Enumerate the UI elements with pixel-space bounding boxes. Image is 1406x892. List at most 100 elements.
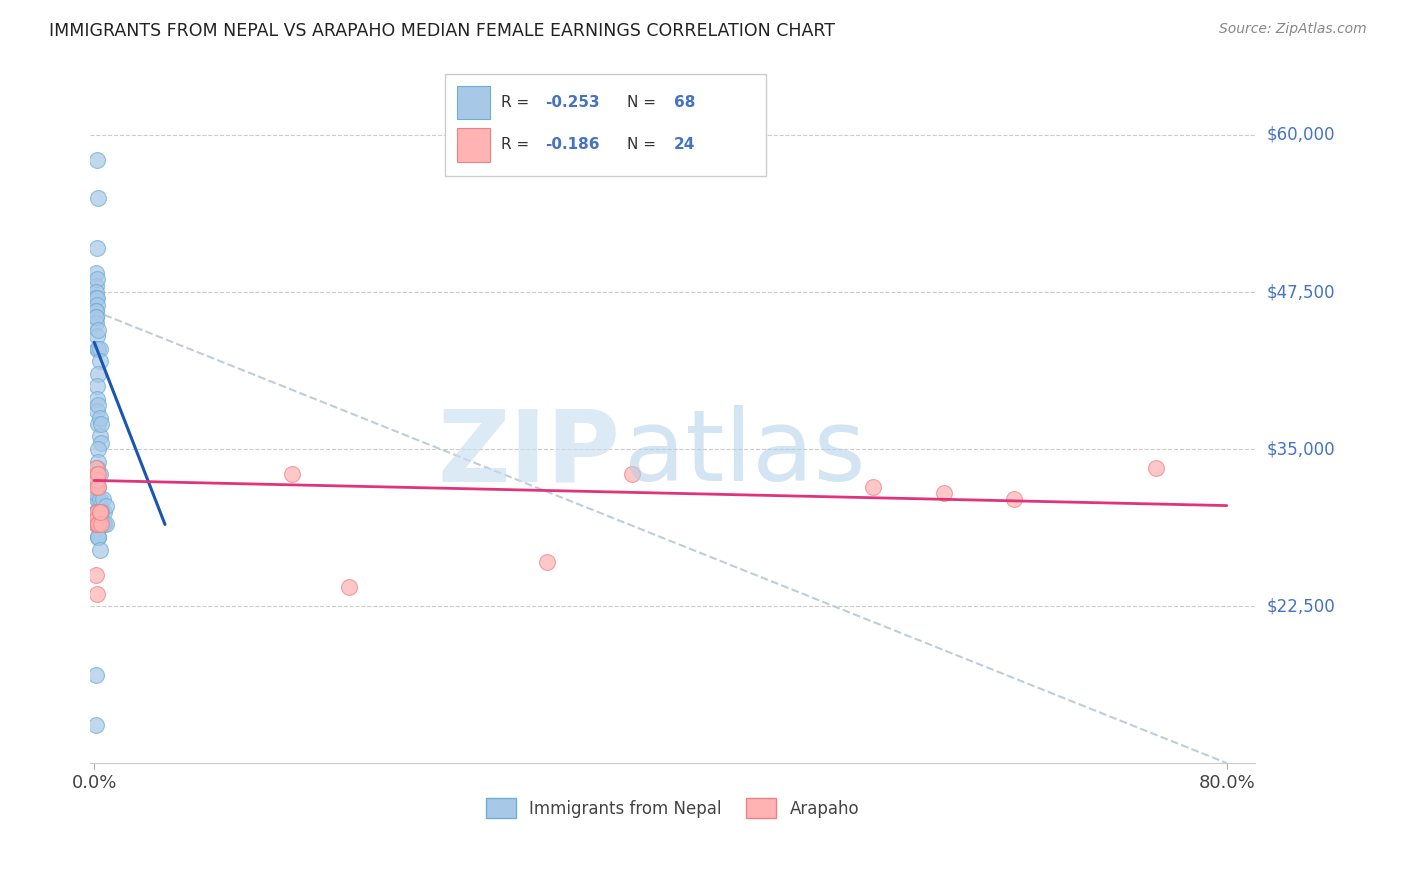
Point (87, 342, 110, 356)
Point (86, 153, 108, 167)
Point (86, 379, 108, 393)
Point (86, 511, 108, 525)
Point (86, 291, 108, 305)
Point (87, 480, 110, 494)
Point (87, 492, 110, 507)
Text: ZIP: ZIP (437, 405, 620, 502)
Point (89, 354, 111, 368)
Point (86, 511, 108, 525)
Legend: Immigrants from Nepal, Arapaho: Immigrants from Nepal, Arapaho (479, 791, 866, 825)
Point (86, 505, 108, 519)
Point (86, 329, 108, 343)
Point (93, 505, 115, 519)
Point (86, 241, 108, 255)
Point (89, 467, 111, 482)
Point (84, 310, 107, 325)
Text: R =: R = (502, 137, 534, 153)
Text: $60,000: $60,000 (1267, 126, 1336, 144)
Point (89, 429, 111, 443)
Point (89, 505, 111, 519)
Point (281, 467, 304, 482)
Point (87, 367, 110, 381)
Point (84, 517, 107, 532)
Point (94, 517, 117, 532)
Point (87, 480, 110, 494)
Point (87, 442, 110, 456)
Point (91, 492, 114, 507)
Text: atlas: atlas (624, 405, 865, 502)
Point (87, 530, 110, 544)
Point (86, 342, 108, 356)
Point (89, 410, 111, 425)
Point (87, 398, 110, 412)
Point (84, 486, 107, 500)
Point (87, 530, 110, 544)
Text: 68: 68 (673, 95, 695, 110)
Point (87, 467, 110, 482)
Text: IMMIGRANTS FROM NEPAL VS ARAPAHO MEDIAN FEMALE EARNINGS CORRELATION CHART: IMMIGRANTS FROM NEPAL VS ARAPAHO MEDIAN … (49, 22, 835, 40)
Point (84, 266, 107, 280)
Point (84, 291, 107, 305)
Point (862, 480, 884, 494)
Point (87, 517, 110, 532)
Point (90, 511, 112, 525)
Point (89, 342, 111, 356)
Point (89, 542, 111, 557)
Point (87, 417, 110, 431)
Point (93, 517, 115, 532)
Point (90, 505, 112, 519)
Text: N =: N = (627, 95, 661, 110)
Point (86, 517, 108, 532)
Point (91, 517, 114, 532)
Text: R =: R = (502, 95, 534, 110)
Point (89, 492, 111, 507)
Point (90, 435, 112, 450)
FancyBboxPatch shape (457, 86, 489, 120)
Point (932, 486, 955, 500)
Point (1004, 492, 1026, 507)
Point (86, 586, 108, 600)
Point (1144, 461, 1167, 475)
Point (86, 392, 108, 406)
Point (87, 505, 110, 519)
Point (90, 417, 112, 431)
Point (86, 505, 108, 519)
Point (87, 517, 110, 532)
Point (84, 310, 107, 325)
Point (86, 517, 108, 532)
Point (89, 505, 111, 519)
Point (90, 517, 112, 532)
Point (89, 499, 111, 513)
Point (86, 297, 108, 311)
Point (536, 555, 558, 569)
Point (86, 467, 108, 482)
Point (86, 272, 108, 286)
Point (84, 505, 107, 519)
Text: -0.253: -0.253 (546, 95, 600, 110)
Point (337, 580, 360, 594)
Text: $22,500: $22,500 (1267, 597, 1336, 615)
Point (87, 530, 110, 544)
Point (86, 461, 108, 475)
Text: Source: ZipAtlas.com: Source: ZipAtlas.com (1219, 22, 1367, 37)
Point (89, 517, 111, 532)
Point (86, 474, 108, 488)
Point (89, 517, 111, 532)
Point (86, 505, 108, 519)
Point (621, 467, 644, 482)
Text: $47,500: $47,500 (1267, 283, 1336, 301)
Point (87, 323, 110, 337)
Text: N =: N = (627, 137, 661, 153)
Point (86, 480, 108, 494)
Point (84, 303, 107, 318)
FancyBboxPatch shape (446, 74, 766, 176)
Point (90, 505, 112, 519)
Point (87, 455, 110, 469)
Point (84, 317, 107, 331)
Point (84, 668, 107, 682)
FancyBboxPatch shape (457, 128, 489, 161)
Point (84, 278, 107, 293)
Point (84, 718, 107, 732)
Point (94, 499, 117, 513)
Point (86, 404, 108, 418)
